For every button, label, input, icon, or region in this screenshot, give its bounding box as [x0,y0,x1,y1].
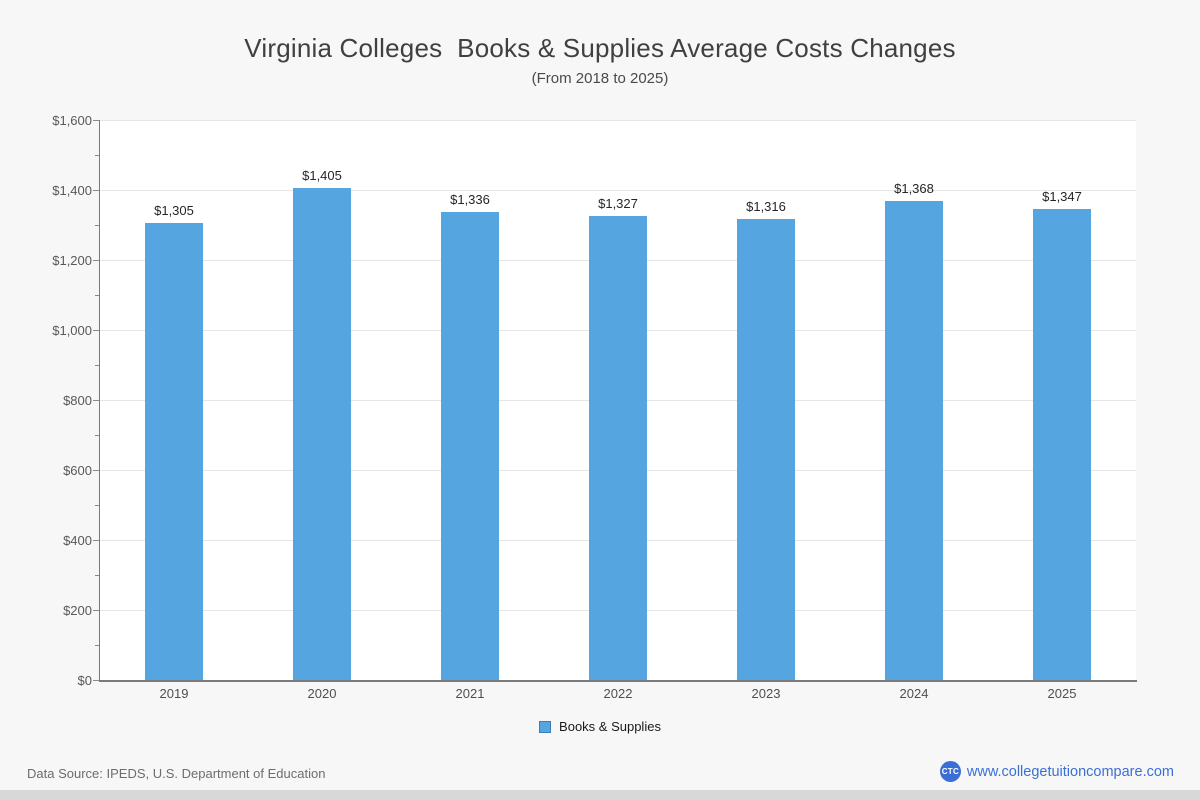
bar-2022[interactable] [589,215,647,680]
y-axis-tick [95,505,99,506]
x-axis-line [99,680,1137,682]
legend-item-label: Books & Supplies [559,719,661,734]
bar-2025[interactable] [1033,208,1091,680]
y-axis-tick [95,645,99,646]
ctc-logo-icon: CTC [939,761,961,782]
bar-2021[interactable] [441,212,499,680]
website-link[interactable]: www.collegetuitioncompare.com [966,763,1174,780]
y-axis-label: $1,200 [52,253,92,268]
y-axis-tick [95,575,99,576]
bar-value-label: $1,305 [154,203,194,219]
y-axis-label: $800 [63,393,92,408]
y-axis-label: $600 [63,463,92,478]
legend-marker-icon [539,720,552,733]
bar-value-label: $1,368 [894,181,934,197]
brand-footer: CTC www.collegetuitioncompare.com [939,761,1174,782]
y-axis-tick [95,225,99,226]
chart-title: Virginia Colleges Books & Supplies Avera… [244,33,956,63]
gridline [100,190,1136,191]
y-axis-label: $1,000 [52,323,92,338]
data-source-note: Data Source: IPEDS, U.S. Department of E… [27,766,326,781]
y-axis-tick [95,155,99,156]
bar-2020[interactable] [293,188,351,680]
y-axis-tick [93,120,99,121]
bar-value-label: $1,347 [1042,188,1082,204]
bar-value-label: $1,336 [450,192,490,208]
bar-2023[interactable] [737,219,795,680]
bar-value-label: $1,405 [302,168,342,184]
y-axis-tick [93,540,99,541]
gridline [100,120,1136,121]
y-axis-label: $400 [63,533,92,548]
y-axis-line [99,120,100,680]
y-axis-tick [93,260,99,261]
y-axis-label: $200 [63,603,92,618]
x-axis-label-2021: 2021 [455,686,485,701]
x-axis-label-2023: 2023 [751,686,781,701]
y-axis-label: $1,600 [52,113,92,128]
y-axis-tick [93,400,99,401]
legend: Books & Supplies [0,719,1200,734]
bar-2019[interactable] [145,223,203,680]
legend-item-books-supplies[interactable]: Books & Supplies [539,719,661,734]
y-axis-tick [95,365,99,366]
x-axis-label-2020: 2020 [307,686,337,701]
bottom-edge-strip [0,790,1200,800]
bar-value-label: $1,316 [746,199,786,215]
x-axis-label-2024: 2024 [899,686,929,701]
y-axis-tick [93,470,99,471]
y-axis-tick [93,680,99,681]
y-axis-tick [95,435,99,436]
bar-2024[interactable] [885,201,943,680]
bar-value-label: $1,327 [598,195,638,211]
plot-area: $1,305 $1,405 $1,336 $1,327 $1,316 $1,368 $1,3… [100,120,1136,680]
x-axis-label-2019: 2019 [159,686,189,701]
y-axis-tick [93,610,99,611]
x-axis-label-2025: 2025 [1047,686,1077,701]
chart-subtitle: (From 2018 to 2025) [531,70,669,87]
x-axis-label-2022: 2022 [603,686,633,701]
y-axis-label: $0 [77,673,92,688]
y-axis-tick [93,190,99,191]
y-axis-tick [93,330,99,331]
y-axis-label: $1,400 [52,183,92,198]
y-axis-tick [95,295,99,296]
